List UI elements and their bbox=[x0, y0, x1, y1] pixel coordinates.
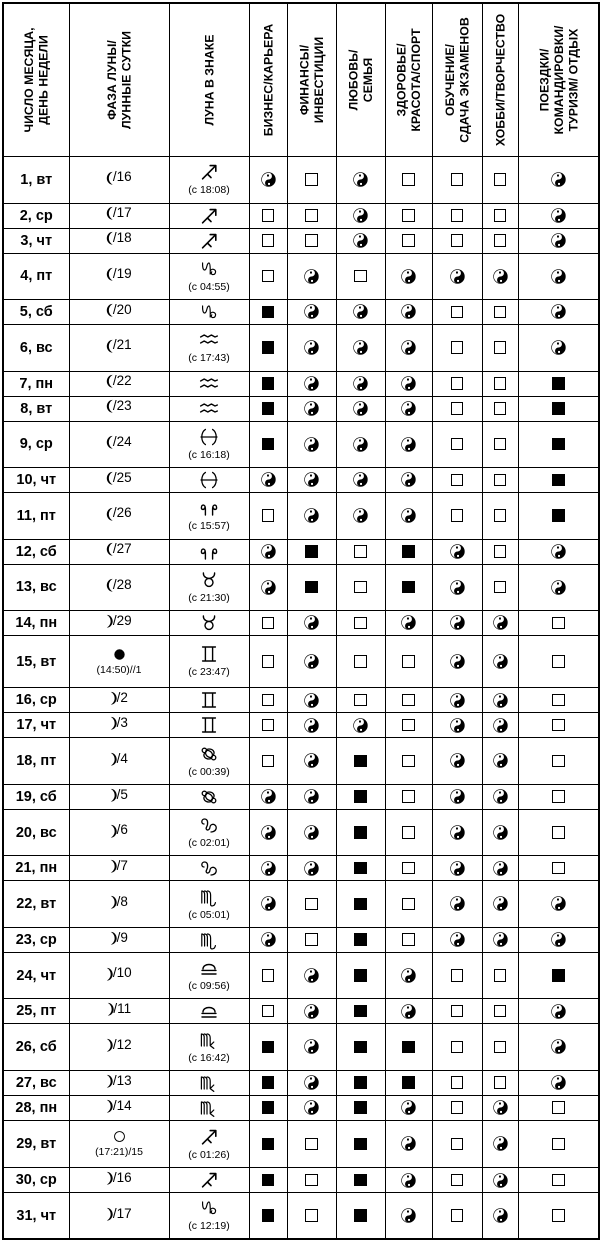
svg-text:ЧИСЛО МЕСЯЦА,: ЧИСЛО МЕСЯЦА, bbox=[22, 27, 36, 132]
svg-text:ЗДОРОВЬЕ/: ЗДОРОВЬЕ/ bbox=[394, 43, 408, 117]
svg-text:СДАЧА ЭКЗАМЕНОВ: СДАЧА ЭКЗАМЕНОВ bbox=[457, 17, 471, 143]
svg-text:ТУРИЗМ/ ОТДЫХ: ТУРИЗМ/ ОТДЫХ bbox=[566, 28, 580, 132]
svg-text:СЕМЬЯ: СЕМЬЯ bbox=[361, 58, 375, 103]
svg-text:ДЕНЬ НЕДЕЛИ: ДЕНЬ НЕДЕЛИ bbox=[36, 35, 50, 125]
svg-text:КОМАНДИРОВКИ/: КОМАНДИРОВКИ/ bbox=[551, 25, 565, 135]
svg-text:ФАЗА ЛУНЫ/: ФАЗА ЛУНЫ/ bbox=[105, 40, 119, 120]
svg-text:ЛУННЫЕ СУТКИ: ЛУННЫЕ СУТКИ bbox=[119, 31, 133, 129]
svg-text:ПОЕЗДКИ/: ПОЕЗДКИ/ bbox=[537, 48, 551, 111]
svg-text:ИНВЕСТИЦИИ: ИНВЕСТИЦИИ bbox=[312, 37, 326, 124]
svg-text:ХОББИ/ТВОРЧЕСТВО: ХОББИ/ТВОРЧЕСТВО bbox=[493, 13, 507, 146]
svg-text:БИЗНЕС/КАРЬЕРА: БИЗНЕС/КАРЬЕРА bbox=[261, 24, 275, 137]
svg-text:КРАСОТА/СПОРТ: КРАСОТА/СПОРТ bbox=[409, 28, 423, 132]
svg-text:ЛУНА В ЗНАКЕ: ЛУНА В ЗНАКЕ bbox=[202, 35, 216, 126]
svg-text:ФИНАНСЫ/: ФИНАНСЫ/ bbox=[297, 44, 311, 115]
svg-text:ОБУЧЕНИЕ/: ОБУЧЕНИЕ/ bbox=[443, 43, 457, 116]
svg-text:ЛЮБОВЬ/: ЛЮБОВЬ/ bbox=[346, 49, 360, 110]
